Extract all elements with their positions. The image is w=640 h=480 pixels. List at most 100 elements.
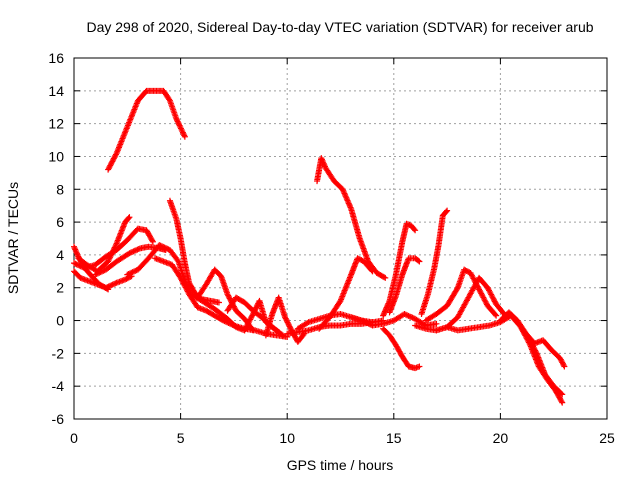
data-point	[405, 312, 412, 319]
data-point	[401, 310, 408, 317]
data-point	[415, 257, 422, 264]
data-point	[300, 331, 307, 338]
data-point	[443, 208, 450, 215]
data-point	[149, 237, 156, 244]
data-point	[253, 303, 260, 310]
data-point	[561, 363, 568, 370]
data-point	[251, 308, 258, 315]
data-point	[225, 320, 232, 327]
data-point	[404, 312, 411, 319]
x-tick-label: 5	[177, 430, 185, 446]
data-point	[221, 318, 228, 325]
series-arc-5	[71, 225, 156, 272]
data-point	[125, 270, 132, 277]
series-arc-1	[105, 87, 188, 173]
data-point	[229, 321, 236, 328]
series-arc-8	[166, 197, 222, 306]
data-point	[285, 320, 292, 327]
data-point	[250, 327, 257, 334]
y-tick-label: -2	[52, 345, 65, 361]
data-point	[129, 249, 136, 256]
data-point	[130, 248, 137, 255]
data-point	[416, 363, 423, 370]
data-point	[166, 96, 173, 103]
data-point	[162, 245, 169, 252]
data-point	[112, 280, 119, 287]
data-point	[406, 313, 413, 320]
data-point	[444, 207, 451, 214]
data-point	[408, 314, 415, 321]
data-point	[126, 214, 133, 221]
plot-frame	[73, 57, 608, 420]
x-tick-label: 10	[279, 430, 295, 446]
data-point	[135, 245, 142, 252]
data-point	[173, 115, 180, 122]
series-arc-16	[314, 155, 389, 281]
data-point	[105, 258, 112, 265]
data-point	[411, 226, 418, 233]
data-point	[130, 268, 137, 275]
data-point	[98, 268, 105, 275]
data-point	[178, 126, 185, 133]
data-point	[559, 399, 566, 406]
data-point	[181, 133, 188, 140]
series-arc-27	[508, 312, 566, 398]
data-point	[78, 263, 85, 270]
data-point	[126, 250, 133, 257]
data-point	[381, 274, 388, 281]
series-arc-6	[92, 243, 169, 278]
y-tick-label: 16	[48, 50, 64, 66]
data-point	[279, 332, 286, 339]
data-point	[133, 247, 140, 254]
y-tick-label: 10	[48, 148, 64, 164]
data-point	[558, 390, 565, 397]
y-tick-label: 12	[48, 116, 64, 132]
y-tick-label: -4	[52, 378, 65, 394]
data-point	[158, 243, 165, 250]
data-point	[249, 312, 256, 319]
data-point	[226, 320, 233, 327]
data-point	[109, 281, 116, 288]
data-point	[402, 311, 409, 318]
y-tick-label: 6	[56, 214, 64, 230]
data-point	[493, 312, 500, 319]
data-point	[358, 317, 365, 324]
data-point	[252, 307, 259, 314]
data-point	[97, 269, 104, 276]
series-arc-17	[316, 255, 376, 332]
y-tick-label: 2	[56, 280, 64, 296]
data-point	[220, 317, 227, 324]
data-point	[250, 309, 257, 316]
data-point	[228, 321, 235, 328]
data-point	[175, 119, 182, 126]
data-point	[252, 305, 259, 312]
data-point	[124, 271, 131, 278]
data-point	[179, 128, 186, 135]
data-point	[253, 304, 260, 311]
data-point	[103, 285, 110, 292]
data-point	[361, 318, 368, 325]
data-point	[108, 282, 115, 289]
data-point	[157, 242, 164, 249]
data-point	[112, 241, 119, 248]
data-point	[156, 242, 163, 249]
data-point	[77, 263, 84, 270]
data-point	[100, 267, 107, 274]
y-tick-label: 8	[56, 181, 64, 197]
data-point	[492, 311, 499, 318]
series-arc-12	[241, 297, 286, 339]
data-point	[72, 260, 79, 267]
data-point	[132, 267, 139, 274]
data-point	[106, 282, 113, 289]
data-point	[286, 323, 293, 330]
data-point	[128, 269, 135, 276]
data-point	[249, 326, 256, 333]
data-point	[161, 244, 168, 251]
data-point	[149, 238, 156, 245]
data-point	[76, 262, 83, 269]
grid	[74, 58, 607, 419]
chart-title: Day 298 of 2020, Sidereal Day-to-day VTE…	[86, 19, 593, 35]
data-point	[366, 321, 373, 328]
data-point	[134, 246, 141, 253]
x-tick-label: 15	[386, 430, 402, 446]
